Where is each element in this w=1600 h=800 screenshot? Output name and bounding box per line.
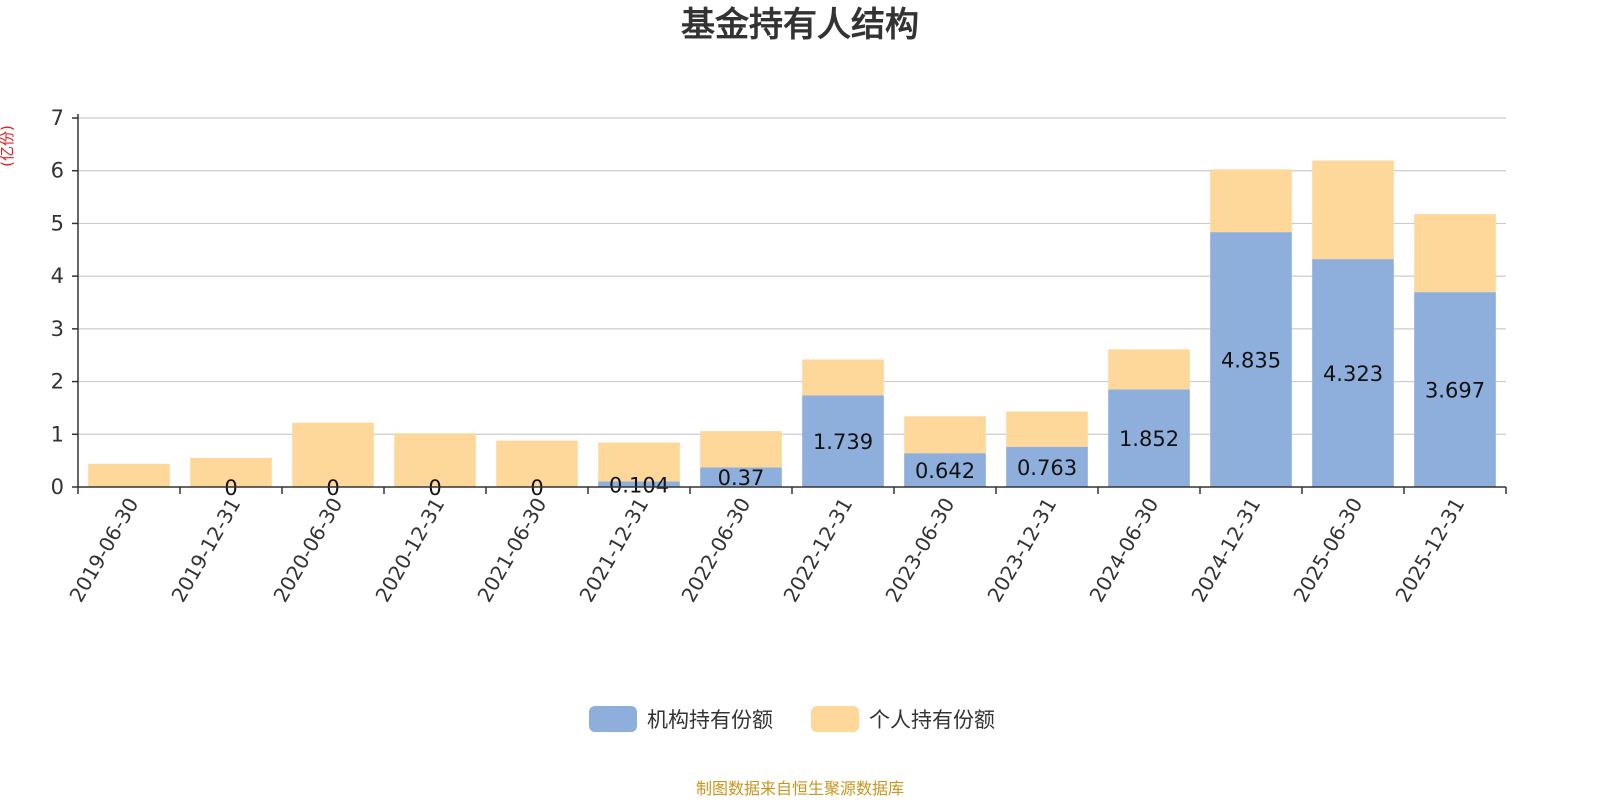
bar-segment-individual[interactable]: [292, 422, 374, 487]
x-tick-label: 2025-12-31: [1390, 494, 1469, 607]
bar-segment-individual[interactable]: [1108, 349, 1190, 390]
bar-segment-institutional[interactable]: [1210, 232, 1292, 487]
x-tick-label: 2024-06-30: [1084, 494, 1163, 607]
bar-segment-individual[interactable]: [1006, 411, 1088, 447]
bar-segment-individual[interactable]: [1414, 214, 1496, 293]
data-source-note: 制图数据来自恒生聚源数据库: [696, 779, 904, 798]
bar-segment-individual[interactable]: [904, 416, 986, 454]
bar-value-label: 0: [326, 476, 339, 500]
bar-value-label: 4.835: [1221, 349, 1281, 373]
y-tick-label: 1: [51, 422, 64, 446]
y-tick-label: 2: [51, 370, 64, 394]
bar-segment-institutional[interactable]: [700, 467, 782, 487]
y-tick-label: 7: [51, 106, 64, 130]
x-tick-label: 2020-06-30: [268, 494, 347, 607]
bar-segment-individual[interactable]: [802, 359, 884, 396]
bar-segment-institutional[interactable]: [1312, 259, 1394, 487]
bar-value-label: 1.739: [813, 430, 873, 454]
bar-segment-institutional[interactable]: [904, 453, 986, 487]
x-tick-label: 2025-06-30: [1288, 494, 1367, 607]
x-tick-label: 2019-12-31: [166, 494, 245, 607]
bar-segment-individual[interactable]: [700, 431, 782, 468]
bar-segment-individual[interactable]: [1312, 160, 1394, 260]
x-tick-label: 2019-06-30: [64, 494, 143, 607]
bar-value-label: 0.37: [718, 466, 765, 490]
x-tick-label: 2020-12-31: [370, 494, 449, 607]
y-tick-label: 5: [51, 211, 64, 235]
x-tick-label: 2021-12-31: [574, 494, 653, 607]
bar-segment-individual[interactable]: [88, 463, 170, 487]
y-tick-label: 4: [51, 264, 64, 288]
x-tick-label: 2023-06-30: [880, 494, 959, 607]
bar-segment-individual[interactable]: [190, 458, 272, 487]
x-tick-label: 2022-12-31: [778, 494, 857, 607]
bar-segment-institutional[interactable]: [598, 481, 680, 487]
legend-swatch-institutional[interactable]: [589, 706, 637, 732]
bar-segment-individual[interactable]: [496, 440, 578, 487]
legend[interactable]: 机构持有份额 个人持有份额: [589, 706, 995, 732]
y-tick-label: 6: [51, 159, 64, 183]
bar-value-label: 0: [530, 476, 543, 500]
legend-swatch-individual[interactable]: [811, 706, 859, 732]
legend-label-institutional[interactable]: 机构持有份额: [647, 708, 773, 732]
bar-segment-institutional[interactable]: [1006, 446, 1088, 487]
chart-title: 基金持有人结构: [681, 5, 919, 45]
bar-value-label: 0.104: [609, 473, 669, 497]
bar-value-label: 0: [224, 476, 237, 500]
bar-value-label: 0.642: [915, 459, 975, 483]
bar-value-label: 0.763: [1017, 456, 1077, 480]
x-tick-label: 2024-12-31: [1186, 494, 1265, 607]
bar-segment-individual[interactable]: [598, 442, 680, 482]
bar-value-label: 4.323: [1323, 362, 1383, 386]
bar-segment-institutional[interactable]: [802, 395, 884, 487]
x-tick-label: 2022-06-30: [676, 494, 755, 607]
bar-value-label: 0: [428, 476, 441, 500]
bar-segment-individual[interactable]: [394, 433, 476, 487]
data-labels: 0 0 0 0 0.104 0.37 1.739 0.642 0.763 1.852 4.835 4.…: [224, 349, 1485, 500]
y-axis-unit-label: (亿份): [0, 125, 16, 167]
bar-value-label: 1.852: [1119, 427, 1179, 451]
bar-segment-institutional[interactable]: [1414, 292, 1496, 487]
bars: [88, 160, 1496, 487]
bar-segment-institutional[interactable]: [1108, 389, 1190, 487]
y-tick-label: 0: [51, 475, 64, 499]
bar-segment-individual[interactable]: [1210, 169, 1292, 233]
gridlines: [78, 117, 1506, 435]
x-tick-label: 2023-12-31: [982, 494, 1061, 607]
legend-label-individual[interactable]: 个人持有份额: [869, 708, 995, 732]
y-tick-label: 3: [51, 317, 64, 341]
x-tick-label: 2021-06-30: [472, 494, 551, 607]
bar-value-label: 3.697: [1425, 379, 1485, 403]
